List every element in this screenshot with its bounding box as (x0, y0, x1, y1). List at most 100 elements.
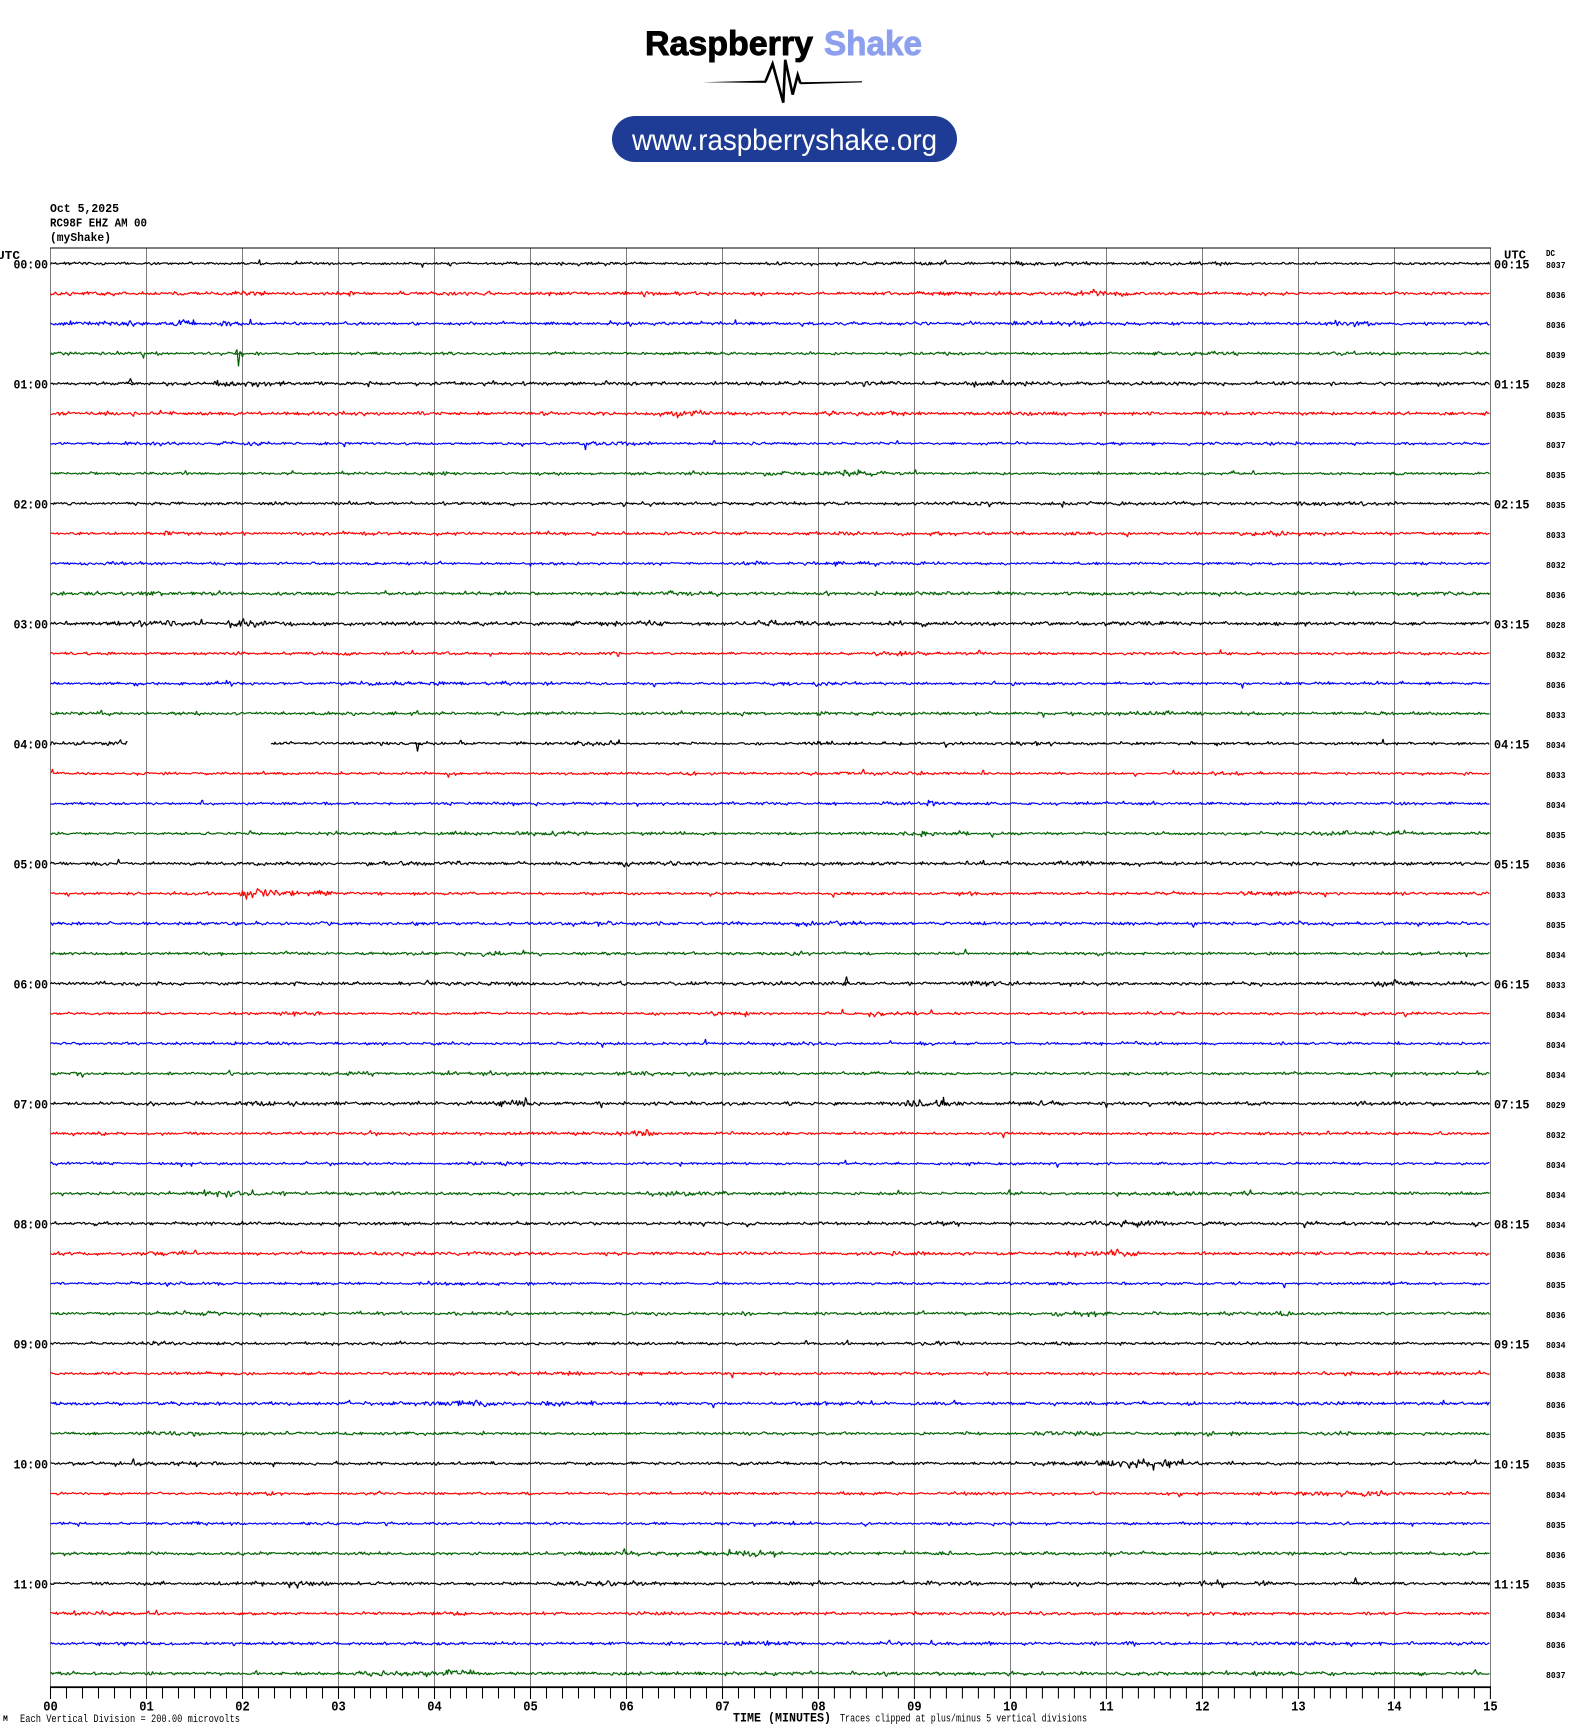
svg-text:8036: 8036 (1546, 290, 1566, 301)
svg-text:8034: 8034 (1546, 1340, 1566, 1351)
svg-text:05: 05 (523, 1701, 538, 1716)
svg-text:09:15: 09:15 (1494, 1338, 1530, 1353)
svg-text:04: 04 (427, 1701, 442, 1716)
svg-text:09: 09 (907, 1701, 922, 1716)
svg-text:Each Vertical Division = 200.: Each Vertical Division = 200.00 microvol… (20, 1714, 240, 1726)
svg-text:06: 06 (619, 1701, 634, 1716)
svg-text:8036: 8036 (1546, 590, 1566, 601)
svg-text:8032: 8032 (1546, 650, 1566, 661)
svg-text:8034: 8034 (1546, 1220, 1566, 1231)
svg-text:05:15: 05:15 (1494, 858, 1530, 873)
svg-text:03:15: 03:15 (1494, 618, 1530, 633)
svg-text:8034: 8034 (1546, 1610, 1566, 1621)
svg-text:8034: 8034 (1546, 950, 1566, 961)
svg-text:10: 10 (1003, 1701, 1018, 1716)
svg-text:00:00: 00:00 (14, 258, 49, 273)
svg-text:8035: 8035 (1546, 470, 1566, 481)
svg-text:04:00: 04:00 (14, 738, 49, 753)
svg-text:RC98F EHZ AM 00: RC98F EHZ AM 00 (50, 218, 147, 231)
svg-text:8037: 8037 (1546, 440, 1566, 451)
svg-text:8034: 8034 (1546, 1070, 1566, 1081)
svg-text:UTC: UTC (0, 250, 20, 263)
svg-text:8035: 8035 (1546, 1430, 1566, 1441)
svg-text:8035: 8035 (1546, 1520, 1566, 1531)
svg-text:08: 08 (811, 1701, 826, 1716)
svg-text:8034: 8034 (1546, 740, 1566, 751)
svg-text:08:15: 08:15 (1494, 1218, 1530, 1233)
svg-text:8035: 8035 (1546, 830, 1566, 841)
svg-text:8028: 8028 (1546, 620, 1566, 631)
svg-text:01: 01 (139, 1701, 154, 1716)
svg-text:01:15: 01:15 (1494, 378, 1530, 393)
svg-text:TIME (MINUTES): TIME (MINUTES) (733, 1711, 831, 1726)
svg-text:Oct 5,2025: Oct 5,2025 (50, 203, 119, 216)
svg-text:8036: 8036 (1546, 680, 1566, 691)
svg-text:8037: 8037 (1546, 1670, 1566, 1681)
svg-text:8036: 8036 (1546, 860, 1566, 871)
svg-text:8035: 8035 (1546, 500, 1566, 511)
svg-text:14: 14 (1387, 1701, 1402, 1716)
svg-text:8032: 8032 (1546, 1130, 1566, 1141)
svg-text:8033: 8033 (1546, 770, 1566, 781)
svg-text:8035: 8035 (1546, 1580, 1566, 1591)
svg-text:UTC: UTC (1504, 250, 1526, 263)
svg-text:10:00: 10:00 (14, 1458, 49, 1473)
svg-text:8034: 8034 (1546, 1490, 1566, 1501)
svg-text:8036: 8036 (1546, 1310, 1566, 1321)
svg-text:Raspberry: Raspberry (645, 25, 813, 63)
svg-text:Traces clipped at plus/minus 5: Traces clipped at plus/minus 5 vertical … (840, 1714, 1087, 1726)
svg-text:8037: 8037 (1546, 260, 1566, 271)
svg-text:8033: 8033 (1546, 530, 1566, 541)
svg-text:8036: 8036 (1546, 1640, 1566, 1651)
svg-text:8033: 8033 (1546, 710, 1566, 721)
svg-text:00:15: 00:15 (1494, 258, 1530, 273)
svg-text:11:00: 11:00 (14, 1578, 49, 1593)
svg-text:10:15: 10:15 (1494, 1458, 1530, 1473)
svg-text:8035: 8035 (1546, 1280, 1566, 1291)
svg-text:Shake: Shake (824, 25, 922, 63)
svg-text:12: 12 (1195, 1701, 1210, 1716)
svg-text:04:15: 04:15 (1494, 738, 1530, 753)
svg-text:8029: 8029 (1546, 1100, 1566, 1111)
svg-text:www.raspberryshake.org: www.raspberryshake.org (631, 124, 937, 157)
svg-text:09:00: 09:00 (14, 1338, 49, 1353)
svg-text:8034: 8034 (1546, 1040, 1566, 1051)
svg-text:07: 07 (715, 1701, 730, 1716)
svg-text:8036: 8036 (1546, 320, 1566, 331)
svg-text:8033: 8033 (1546, 890, 1566, 901)
svg-text:8038: 8038 (1546, 1370, 1566, 1381)
svg-text:8034: 8034 (1546, 1160, 1566, 1171)
svg-text:8035: 8035 (1546, 1460, 1566, 1471)
svg-text:8035: 8035 (1546, 410, 1566, 421)
svg-text:8035: 8035 (1546, 920, 1566, 931)
svg-text:DC: DC (1546, 248, 1555, 259)
svg-text:05:00: 05:00 (14, 858, 49, 873)
svg-text:M: M (3, 1715, 8, 1724)
svg-text:8034: 8034 (1546, 1010, 1566, 1021)
svg-text:11:15: 11:15 (1494, 1578, 1530, 1593)
svg-text:06:15: 06:15 (1494, 978, 1530, 993)
svg-text:02: 02 (235, 1701, 250, 1716)
svg-text:11: 11 (1099, 1701, 1114, 1716)
svg-text:03:00: 03:00 (14, 618, 49, 633)
svg-text:8034: 8034 (1546, 1190, 1566, 1201)
svg-text:8034: 8034 (1546, 800, 1566, 811)
svg-text:15: 15 (1483, 1701, 1498, 1716)
svg-text:07:15: 07:15 (1494, 1098, 1530, 1113)
svg-text:03: 03 (331, 1701, 346, 1716)
svg-text:08:00: 08:00 (14, 1218, 49, 1233)
svg-text:8028: 8028 (1546, 380, 1566, 391)
svg-text:8036: 8036 (1546, 1550, 1566, 1561)
svg-text:06:00: 06:00 (14, 978, 49, 993)
svg-text:07:00: 07:00 (14, 1098, 49, 1113)
svg-text:02:15: 02:15 (1494, 498, 1530, 513)
svg-text:8036: 8036 (1546, 1400, 1566, 1411)
svg-text:8033: 8033 (1546, 980, 1566, 991)
svg-text:8032: 8032 (1546, 560, 1566, 571)
svg-text:8039: 8039 (1546, 350, 1566, 361)
svg-text:02:00: 02:00 (14, 498, 49, 513)
svg-text:01:00: 01:00 (14, 378, 49, 393)
svg-text:(myShake): (myShake) (50, 232, 111, 245)
svg-text:8036: 8036 (1546, 1250, 1566, 1261)
svg-text:00: 00 (43, 1701, 58, 1716)
